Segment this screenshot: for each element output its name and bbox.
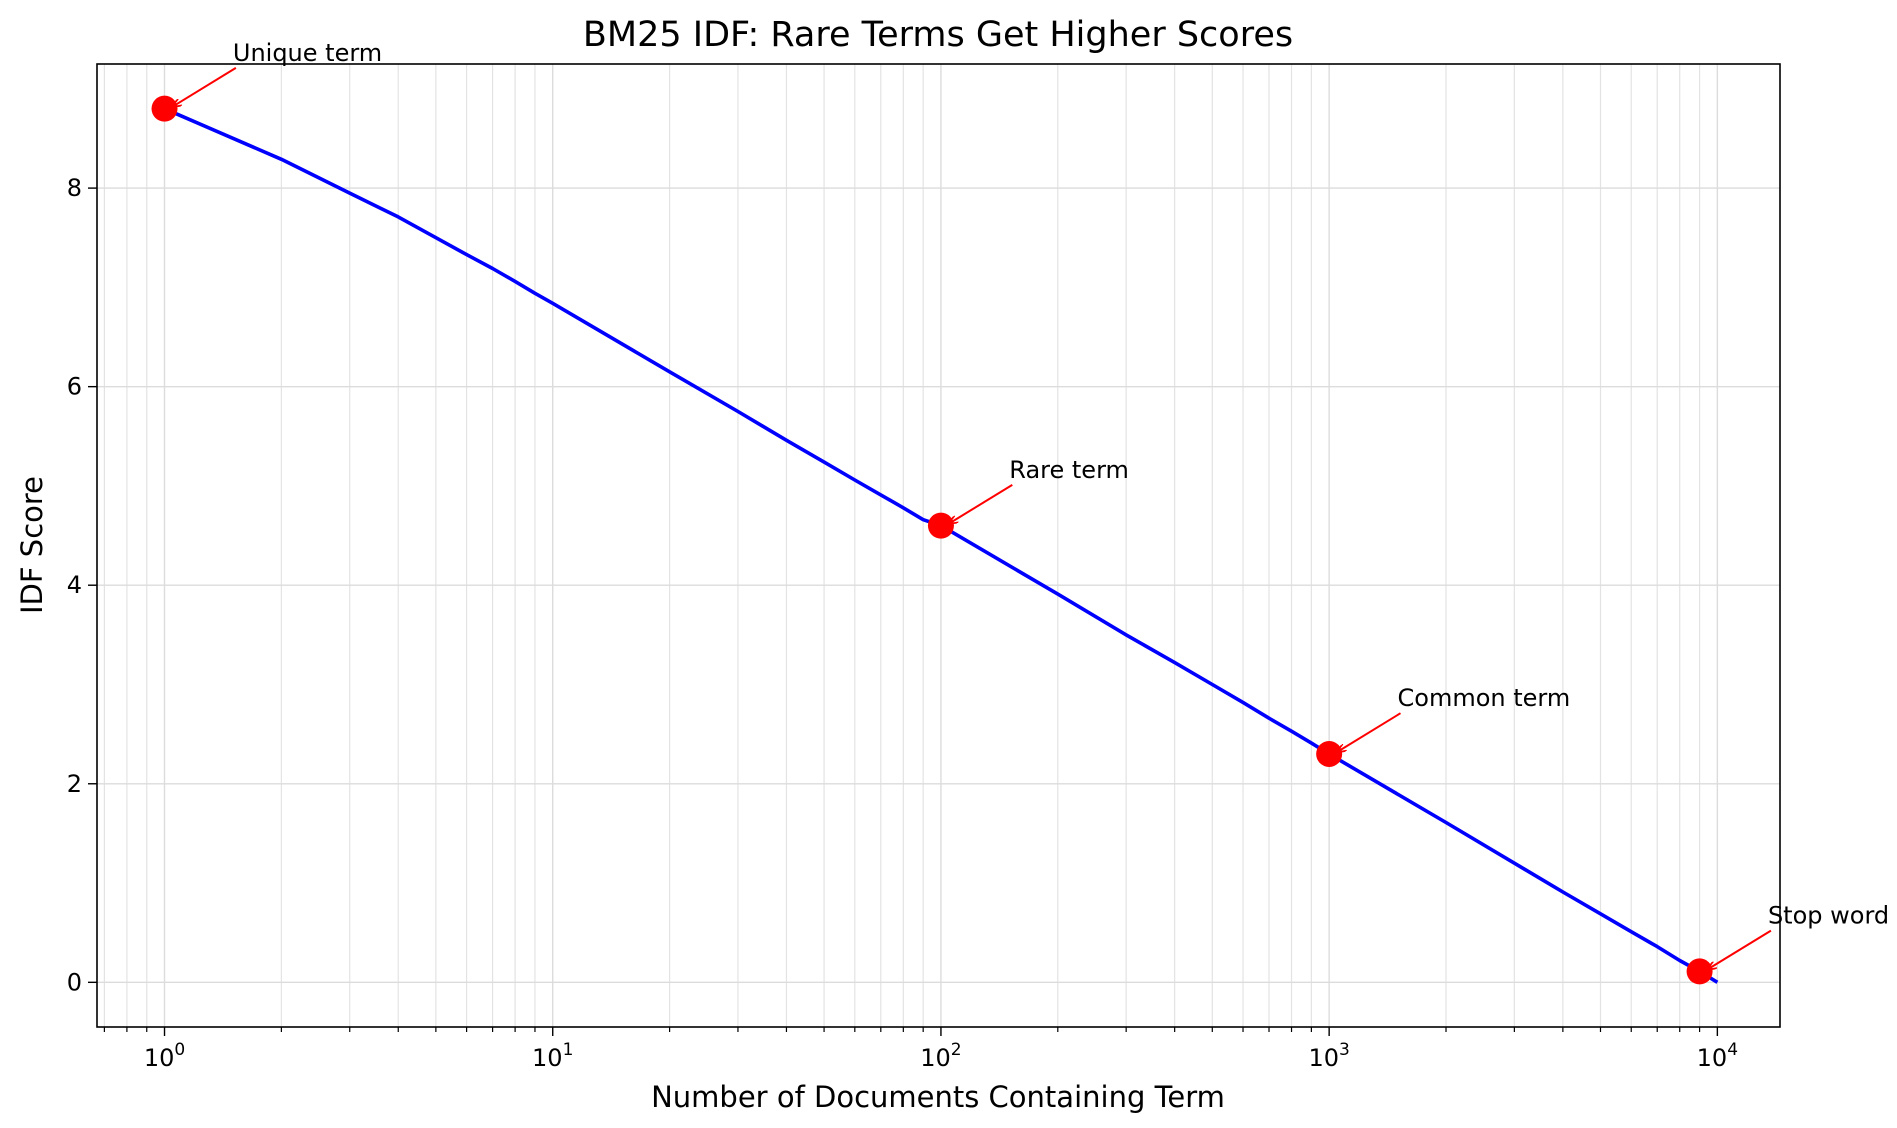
- x-tick-label: 102: [920, 1040, 961, 1072]
- annotations: Unique term Rare term Common term Stop word: [173, 39, 1889, 970]
- x-tick-label: 100: [144, 1040, 185, 1072]
- annotation-label: Rare term: [1009, 456, 1129, 484]
- highlight-point: [1686, 958, 1713, 985]
- annotation-label: Common term: [1398, 684, 1571, 712]
- chart-title: BM25 IDF: Rare Terms Get Higher Scores: [583, 15, 1293, 55]
- y-tick-label: 4: [67, 571, 82, 599]
- x-tick-label: 104: [1697, 1040, 1738, 1072]
- x-axis-ticks: 100 101 102 103 104: [103, 1027, 1738, 1072]
- annotation-label: Unique term: [233, 39, 382, 67]
- x-axis-label: Number of Documents Containing Term: [651, 1080, 1225, 1114]
- x-tick-label: 101: [532, 1040, 573, 1072]
- annotation-arrow: [1337, 712, 1402, 752]
- y-tick-label: 8: [67, 174, 82, 202]
- plot-frame: [96, 63, 1781, 1028]
- highlight-point: [927, 512, 954, 539]
- y-tick-label: 0: [67, 968, 82, 996]
- y-tick-label: 6: [67, 373, 82, 401]
- major-grid: [97, 64, 1780, 1027]
- annotation-arrow: [1708, 929, 1772, 970]
- y-axis-ticks: 0 2 4 6 8: [67, 174, 97, 996]
- y-axis-label: IDF Score: [15, 476, 49, 614]
- highlight-point: [1316, 740, 1343, 767]
- y-tick-label: 2: [67, 770, 82, 798]
- minor-grid: [103, 64, 1701, 1027]
- annotation-arrow: [949, 484, 1013, 524]
- annotation-arrow: [173, 67, 237, 107]
- highlight-point: [151, 95, 178, 122]
- annotation-label: Stop word: [1768, 902, 1889, 930]
- x-tick-label: 103: [1308, 1040, 1349, 1072]
